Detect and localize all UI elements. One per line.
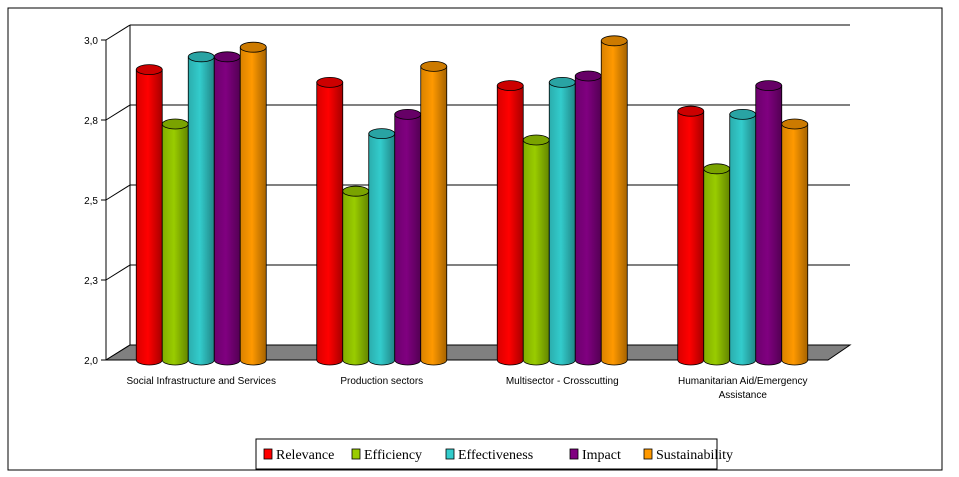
bar — [161, 118, 189, 366]
bar-top — [703, 163, 731, 175]
bar-top — [574, 70, 602, 82]
legend-item-label: Sustainability — [656, 448, 733, 463]
bar — [600, 35, 628, 366]
bar — [522, 134, 550, 366]
bar-body — [703, 168, 731, 366]
gridline-depth — [105, 184, 131, 201]
bar-top — [161, 118, 189, 130]
y-tick-label: 2,3 — [84, 276, 98, 287]
bar-body — [420, 66, 448, 366]
bar — [677, 105, 705, 366]
bar — [368, 128, 396, 366]
legend-swatch — [569, 448, 579, 460]
y-tick-label: 2,8 — [84, 116, 98, 127]
bar — [239, 41, 267, 366]
bar-body — [729, 114, 757, 366]
bar-body — [135, 69, 163, 366]
category-label: Social Infrastructure and Services — [126, 376, 276, 387]
bar — [394, 109, 422, 366]
legend-item-label: Efficiency — [364, 448, 422, 463]
bar — [755, 80, 783, 366]
bar-top — [600, 35, 628, 47]
legend-swatch — [263, 448, 273, 460]
bar-top — [496, 80, 524, 91]
bar-top — [729, 109, 757, 120]
category-label: Assistance — [719, 390, 768, 401]
bar — [342, 185, 370, 366]
bar — [213, 51, 241, 366]
bar-body — [781, 123, 809, 366]
bar-body — [368, 133, 396, 366]
bar-top — [548, 77, 576, 88]
bar-top — [420, 61, 448, 72]
bar — [187, 51, 215, 366]
bar-body — [213, 56, 241, 366]
bar-body — [394, 114, 422, 366]
bar — [420, 61, 448, 366]
bar-body — [161, 123, 189, 366]
bar-top — [187, 51, 215, 63]
category-label: Production sectors — [340, 376, 423, 387]
y-tick-label: 3,0 — [84, 36, 98, 47]
y-tick-label: 2,0 — [84, 356, 98, 367]
y-tick-label: 2,5 — [84, 196, 98, 207]
gridline-depth — [105, 104, 131, 121]
bar — [781, 118, 809, 366]
category-label: Multisector - Crosscutting — [506, 376, 619, 387]
bar-top — [239, 41, 267, 53]
bar-body — [522, 139, 550, 366]
legend-swatch — [643, 448, 653, 460]
bar-body — [677, 110, 705, 366]
bar-body — [574, 75, 602, 366]
bar-body — [316, 82, 344, 366]
bar — [135, 64, 163, 366]
bar — [703, 163, 731, 366]
bar-top — [522, 134, 550, 146]
legend-item-label: Effectiveness — [458, 448, 533, 463]
legend-item-label: Relevance — [276, 448, 334, 463]
bar-body — [548, 82, 576, 366]
bar — [574, 70, 602, 366]
bar-body — [755, 85, 783, 366]
bar-body — [239, 46, 267, 366]
gridline-depth — [105, 264, 131, 281]
bar-body — [342, 190, 370, 366]
legend-box — [255, 438, 718, 470]
bar — [548, 77, 576, 366]
bar-body — [600, 40, 628, 366]
bar — [496, 80, 524, 366]
bar-top — [755, 80, 783, 91]
bar-body — [187, 56, 215, 366]
bar — [729, 109, 757, 366]
bar-top — [213, 51, 241, 63]
bar-top — [677, 105, 705, 117]
legend-item-label: Impact — [582, 448, 621, 463]
bar-top — [394, 109, 422, 120]
gridline-depth — [105, 24, 131, 41]
legend-swatch — [445, 448, 455, 460]
bar-top — [368, 128, 396, 140]
bar-top — [316, 77, 344, 88]
legend-swatch — [351, 448, 361, 460]
bar-top — [135, 64, 163, 75]
bar-top — [342, 185, 370, 197]
bar — [316, 77, 344, 366]
category-label: Humanitarian Aid/Emergency — [678, 376, 808, 387]
bar-top — [781, 118, 809, 130]
bar-body — [496, 85, 524, 366]
